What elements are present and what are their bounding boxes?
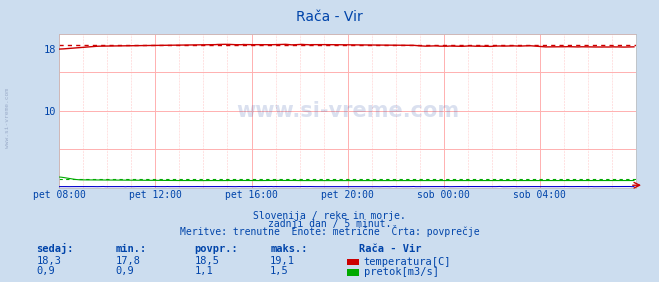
- Text: 18,3: 18,3: [36, 256, 61, 266]
- Text: Rača - Vir: Rača - Vir: [296, 10, 363, 24]
- Text: 0,9: 0,9: [36, 266, 55, 276]
- Text: 18,5: 18,5: [194, 256, 219, 266]
- Text: pretok[m3/s]: pretok[m3/s]: [364, 267, 439, 277]
- Text: 19,1: 19,1: [270, 256, 295, 266]
- Text: Slovenija / reke in morje.: Slovenija / reke in morje.: [253, 211, 406, 221]
- Text: min.:: min.:: [115, 244, 146, 254]
- Text: maks.:: maks.:: [270, 244, 308, 254]
- Text: temperatura[C]: temperatura[C]: [364, 257, 451, 267]
- Text: 1,5: 1,5: [270, 266, 289, 276]
- Text: zadnji dan / 5 minut.: zadnji dan / 5 minut.: [268, 219, 391, 229]
- Text: www.si-vreme.com: www.si-vreme.com: [236, 101, 459, 121]
- Text: 1,1: 1,1: [194, 266, 213, 276]
- Text: Rača - Vir: Rača - Vir: [359, 244, 422, 254]
- Text: www.si-vreme.com: www.si-vreme.com: [5, 89, 11, 148]
- Text: 17,8: 17,8: [115, 256, 140, 266]
- Text: Meritve: trenutne  Enote: metrične  Črta: povprečje: Meritve: trenutne Enote: metrične Črta: …: [180, 226, 479, 237]
- Text: 0,9: 0,9: [115, 266, 134, 276]
- Text: sedaj:: sedaj:: [36, 243, 74, 254]
- Text: povpr.:: povpr.:: [194, 244, 238, 254]
